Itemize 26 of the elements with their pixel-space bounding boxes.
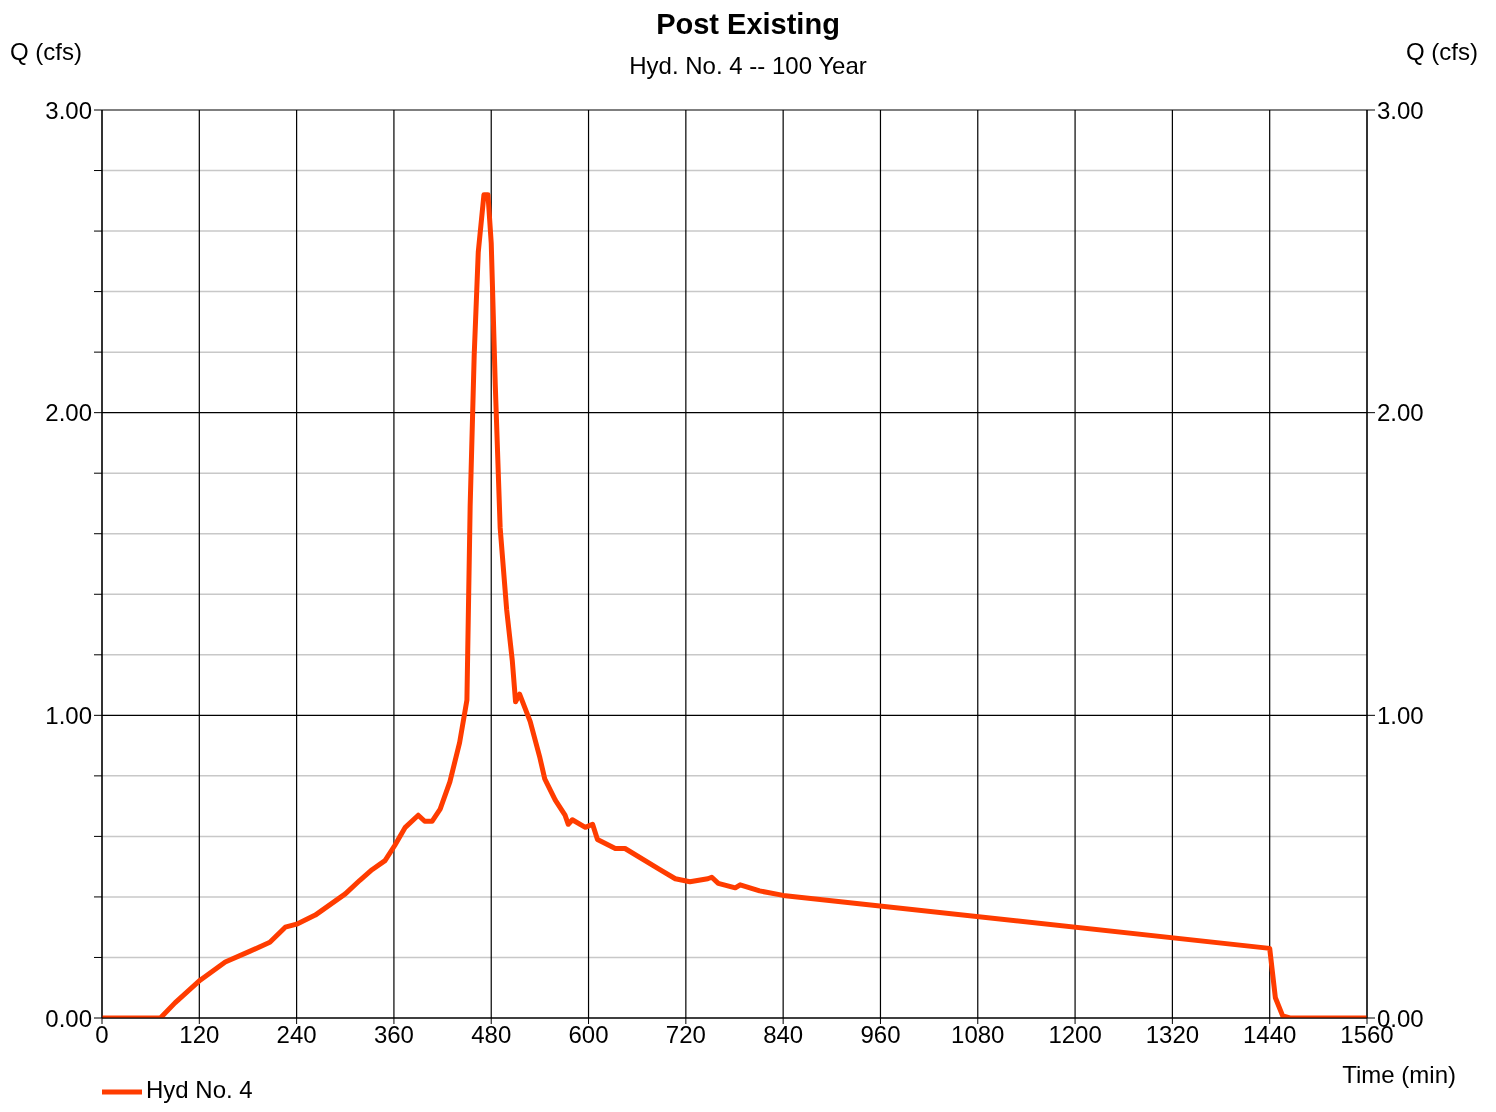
y-axis-title: Q (cfs) [10,38,82,66]
x-tick-label: 1440 [1243,1021,1297,1049]
chart-subtitle: Hyd. No. 4 -- 100 Year [629,52,867,79]
y-tick-label: 3.00 [45,96,92,124]
x-tick-label: 1080 [951,1021,1005,1049]
x-tick-label: 360 [373,1021,414,1049]
x-axis-title: Time (min) [1342,1061,1456,1089]
x-tick-label: 240 [276,1021,317,1049]
y-tick-label: 2.00 [45,399,92,427]
y2-tick-label: 1.00 [1377,701,1424,729]
y-tick-label: 0.00 [45,1004,92,1032]
x-tick-label: 960 [860,1021,901,1049]
y2-axis-title: Q (cfs) [1406,38,1478,66]
x-tick-label: 600 [568,1021,609,1049]
x-tick-label: 1320 [1145,1021,1200,1049]
x-tick-label: 0 [95,1021,109,1049]
y2-tick-label: 3.00 [1377,96,1424,124]
x-tick-label: 480 [471,1021,512,1049]
x-tick-label: 1200 [1048,1021,1102,1049]
y2-tick-label: 2.00 [1377,399,1424,427]
x-tick-label: 840 [763,1021,804,1049]
chart-title: Post Existing [656,8,840,40]
x-tick-label: 120 [179,1021,220,1049]
y-tick-label: 1.00 [45,701,92,729]
x-tick-label: 720 [665,1021,706,1049]
legend-label: Hyd No. 4 [146,1076,253,1104]
